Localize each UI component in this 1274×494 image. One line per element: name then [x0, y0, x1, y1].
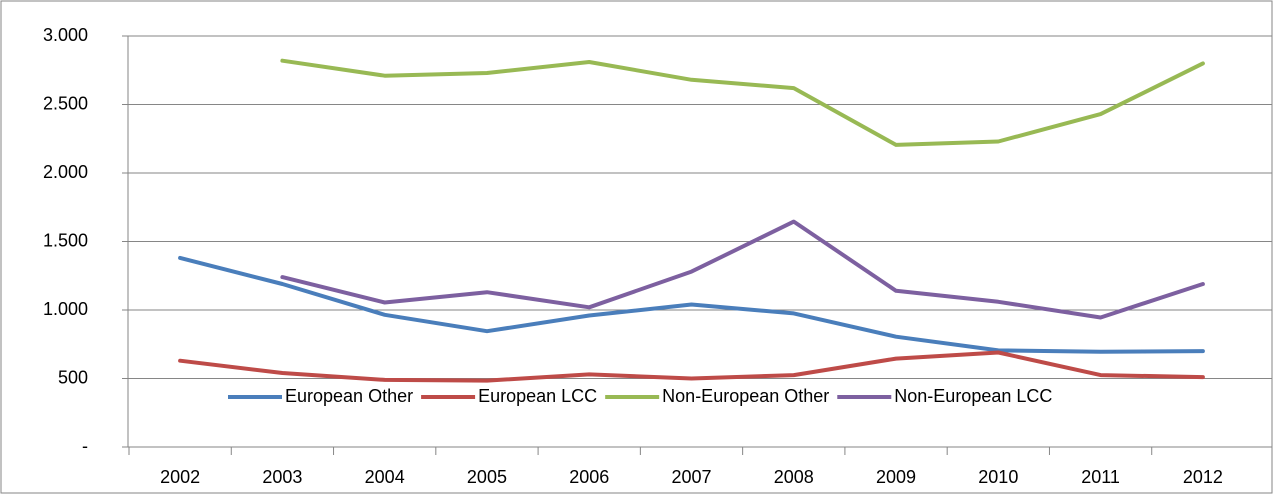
legend-label: Non-European Other: [662, 386, 829, 406]
series-line: [280, 58, 1205, 147]
x-tick-label: 2004: [365, 467, 405, 487]
series-line: [178, 255, 1205, 354]
y-tick-label: 1.000: [43, 299, 88, 319]
legend-label: European Other: [285, 386, 413, 406]
legend-label: Non-European LCC: [894, 386, 1052, 406]
y-tick-label: 2.000: [43, 162, 88, 182]
x-tick-label: 2009: [876, 467, 916, 487]
x-tick-label: 2002: [160, 467, 200, 487]
y-tick-label: 1.500: [43, 230, 88, 250]
x-tick-label: 2006: [569, 467, 609, 487]
x-tick-label: 2007: [671, 467, 711, 487]
series-line: [178, 350, 1205, 383]
x-tick-label: 2008: [774, 467, 814, 487]
x-tick-label: 2003: [262, 467, 302, 487]
series-line: [280, 219, 1205, 320]
y-tick-label: 500: [58, 367, 88, 387]
x-tick-label: 2010: [978, 467, 1018, 487]
x-tick-label: 2012: [1183, 467, 1223, 487]
x-tick-label: 2011: [1081, 467, 1120, 487]
legend-label: European LCC: [478, 386, 597, 406]
x-tick-label: 2005: [467, 467, 507, 487]
y-tick-label: -: [82, 436, 88, 456]
y-tick-label: 3.000: [43, 25, 88, 45]
y-tick-label: 2.500: [43, 93, 88, 113]
